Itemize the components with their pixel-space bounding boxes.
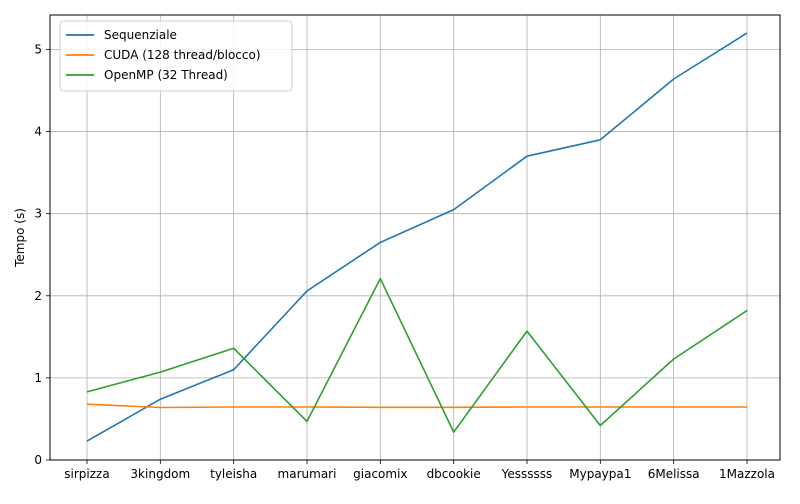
x-tick-label: 1Mazzola: [719, 467, 775, 481]
y-tick-label: 0: [34, 453, 42, 467]
legend: Sequenziale CUDA (128 thread/blocco) OpenM…: [59, 20, 293, 92]
x-axis: sirpizza 3kingdom tyleisha marumari giacomix…: [64, 460, 775, 481]
y-tick-label: 4: [34, 125, 42, 139]
x-tick-label: 6Melissa: [648, 467, 700, 481]
y-tick-label: 5: [34, 42, 42, 56]
x-tick-label: dbcookie: [427, 467, 481, 481]
x-tick-label: sirpizza: [64, 467, 109, 481]
x-tick-label: Mypaypa1: [569, 467, 631, 481]
x-tick-label: giacomix: [353, 467, 407, 481]
series-lines: [86, 32, 748, 442]
y-tick-label: 3: [34, 207, 42, 221]
plot-area-frame: [49, 14, 781, 461]
legend-box: [59, 20, 293, 92]
y-axis-label: Tempo (s): [13, 208, 27, 268]
series-line-2: [86, 277, 748, 433]
x-tick-label: Yessssss: [501, 467, 553, 481]
x-tick-label: marumari: [278, 467, 337, 481]
y-tick-label: 2: [34, 289, 42, 303]
x-tick-label: 3kingdom: [130, 467, 190, 481]
legend-label: OpenMP (32 Thread): [104, 68, 228, 82]
x-tick-label: tyleisha: [210, 467, 257, 481]
series-line-1: [86, 403, 747, 409]
y-tick-label: 1: [34, 371, 42, 385]
y-axis: 0 1 2 3 4 5: [34, 42, 50, 467]
series-line-0: [86, 32, 748, 442]
legend-label: Sequenziale: [104, 28, 177, 42]
legend-label: CUDA (128 thread/blocco): [104, 48, 261, 62]
